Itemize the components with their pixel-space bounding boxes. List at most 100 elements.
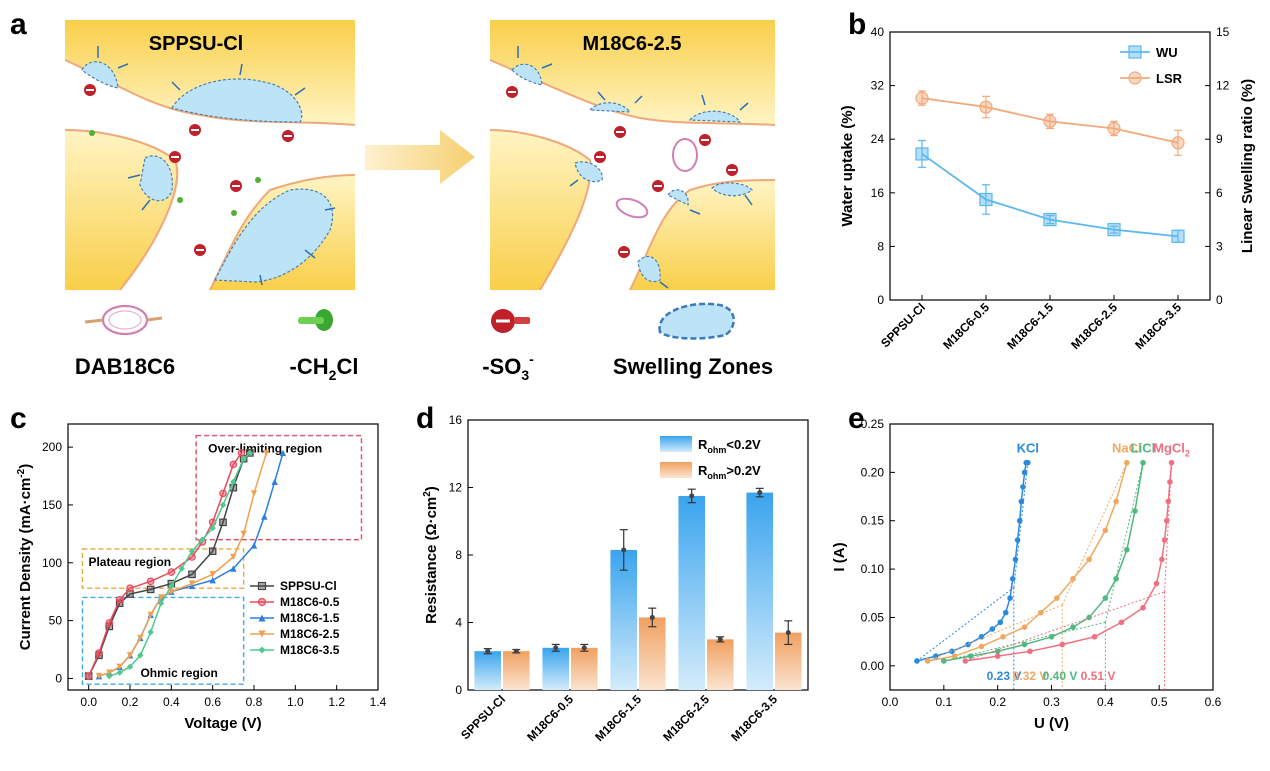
x-tick-label: M18C6-3.5	[728, 692, 780, 744]
chloromethyl-icon	[298, 309, 333, 331]
data-point	[146, 585, 155, 594]
data-point	[199, 536, 206, 543]
panel-d-chart: d 0 4 8 12 16 Resistance (Ω·cm2) SPPSU-Cl M18C6…	[416, 402, 809, 744]
data-point	[914, 658, 920, 664]
legend-label: M18C6-0.5	[280, 595, 340, 609]
legend-dab18c6: DAB18C6	[75, 354, 175, 379]
x-tick-label: 0.4	[163, 695, 180, 709]
data-point	[924, 658, 931, 664]
data-point	[1124, 459, 1130, 466]
x-tick-label: 1.0	[287, 695, 304, 709]
x-tick-label: 0.3	[1043, 695, 1060, 709]
legend-swatch	[660, 462, 692, 478]
left-title: SPPSU-Cl	[149, 33, 243, 55]
y2-tick-label: 0	[1216, 293, 1223, 307]
data-point	[157, 600, 165, 607]
intercept-label: 0.40 V	[1043, 669, 1078, 683]
data-point	[1021, 469, 1028, 476]
legend-label: M18C6-3.5	[280, 643, 340, 657]
data-point	[1140, 604, 1146, 611]
data-point	[989, 626, 996, 632]
data-point	[209, 576, 216, 584]
data-point	[246, 449, 254, 457]
data-point	[1168, 459, 1175, 466]
data-point-lsr	[1171, 136, 1185, 150]
data-point	[1012, 556, 1019, 563]
data-point	[188, 570, 196, 579]
data-point	[261, 513, 268, 520]
x-tick-label: 0.0	[882, 695, 899, 709]
data-point-lsr	[1043, 114, 1057, 128]
data-point	[951, 653, 958, 659]
data-point	[1086, 556, 1092, 563]
region-label: Over-limiting region	[208, 442, 322, 456]
panel-a-schematic: a	[10, 8, 776, 383]
data-point	[1153, 580, 1160, 587]
data-point	[219, 518, 227, 527]
data-point	[229, 460, 238, 469]
data-point	[126, 663, 134, 671]
x-tick-label: M18C6-0.5	[940, 300, 992, 352]
data-point	[1159, 556, 1165, 563]
data-point	[209, 524, 216, 532]
bar-cap-dot	[757, 490, 763, 496]
data-point	[147, 628, 154, 636]
data-point	[1070, 575, 1076, 582]
data-point	[932, 653, 939, 659]
x-tick-label: 0.6	[204, 695, 221, 709]
y2-tick-label: 9	[1216, 132, 1223, 146]
data-point	[137, 634, 144, 642]
data-point	[1113, 575, 1119, 582]
y-tick-label: 0.20	[861, 465, 885, 479]
data-point	[1002, 609, 1009, 616]
data-point	[263, 449, 270, 457]
series-line	[927, 462, 1128, 662]
legend-swatch	[660, 436, 692, 452]
legend-label-lsr: LSR	[1156, 71, 1183, 86]
intercept-label: 0.23 V	[987, 669, 1022, 683]
x-axis-label: U (V)	[1034, 715, 1069, 732]
panel-c-chart: c 0.0 0.2 0.4 0.6 0.8 1.0 1.2 1.4 0 50 100 150 200 Vo…	[10, 402, 387, 732]
y-tick-label: 8	[455, 548, 462, 562]
data-point	[115, 595, 124, 604]
legend-label: M18C6-2.5	[280, 627, 340, 641]
x-tick-label: 1.2	[328, 695, 345, 709]
y-tick-label: 0.10	[861, 562, 885, 576]
y-tick-label: 0	[55, 671, 62, 685]
intercept-label: 0.32 V	[1013, 669, 1048, 683]
bar	[678, 495, 705, 690]
panel-letter-d: d	[416, 402, 434, 435]
data-point-wu	[915, 147, 929, 161]
data-point	[178, 565, 185, 572]
data-point	[1048, 634, 1055, 640]
data-point	[949, 648, 955, 655]
y-tick-label: 0	[455, 683, 462, 697]
x-tick-label: SPPSU-Cl	[458, 692, 508, 742]
y-tick-label: 32	[871, 79, 885, 93]
data-point	[1021, 641, 1028, 648]
x-tick-label: 1.4	[370, 695, 387, 709]
data-point	[1000, 634, 1006, 640]
data-point	[208, 547, 217, 556]
region-box	[81, 548, 245, 589]
data-point	[941, 658, 947, 664]
data-point	[230, 553, 237, 561]
y-axis-label: Resistance (Ω·cm2)	[422, 486, 440, 624]
series-label: KCl	[1017, 441, 1039, 456]
legend-label: M18C6-1.5	[280, 611, 340, 625]
data-point	[209, 571, 216, 578]
legend-marker	[1128, 71, 1142, 85]
data-point	[157, 594, 165, 601]
data-point	[1027, 648, 1033, 655]
bar-cap-dot	[553, 645, 559, 651]
legend-marker	[258, 614, 266, 622]
y-tick-label: 16	[871, 186, 885, 200]
bar	[639, 617, 666, 690]
y-tick-label: 200	[42, 440, 62, 454]
data-point	[219, 489, 227, 498]
data-point	[279, 449, 287, 457]
tangent-line	[1061, 462, 1128, 606]
data-point	[250, 490, 258, 497]
